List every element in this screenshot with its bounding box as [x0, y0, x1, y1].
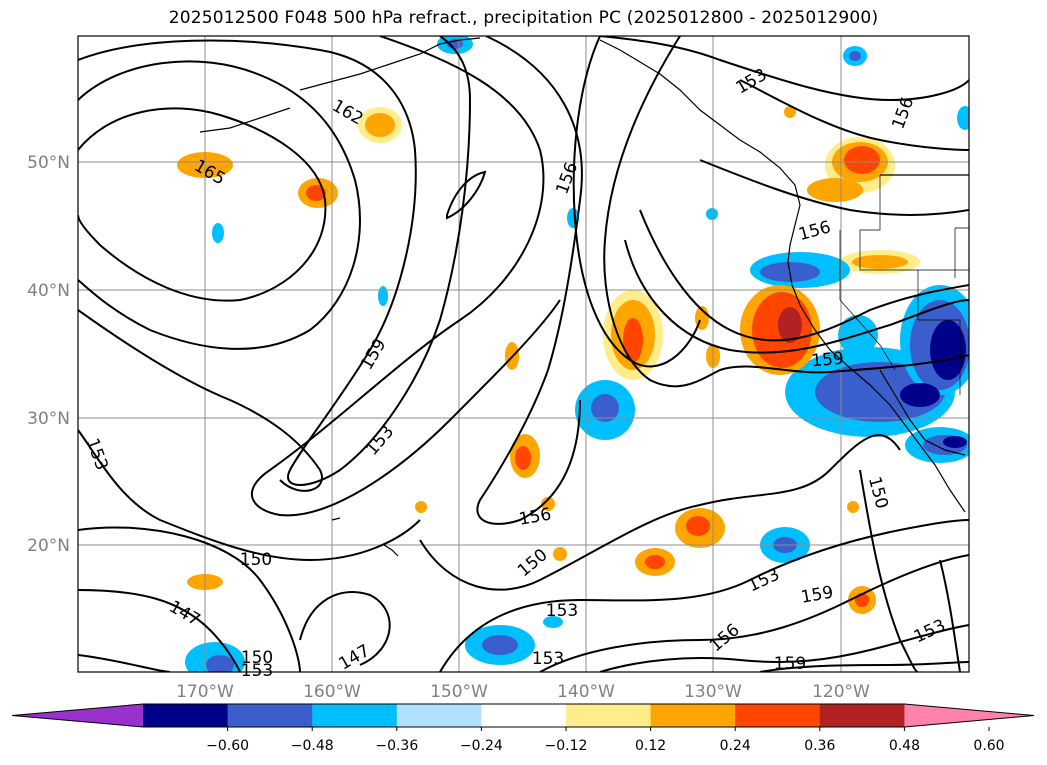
precip-blob-strong	[740, 285, 820, 375]
colorbar-segment	[396, 704, 482, 727]
colorbar-tick-label: −0.48	[291, 738, 334, 754]
lon-tick-label: 130°W	[684, 682, 742, 702]
contour-label: 159	[357, 335, 391, 373]
state-borders	[839, 175, 969, 395]
contour-label: 150	[240, 550, 272, 570]
precip-fill-layer	[177, 36, 969, 672]
colorbar-tick-label: −0.24	[460, 738, 503, 754]
colorbar-tick-label: −0.12	[545, 738, 588, 754]
lon-tick-label: 120°W	[812, 682, 870, 702]
contour-label: 147	[335, 641, 373, 675]
contour-label: 156	[517, 504, 552, 529]
colorbar-tick-labels: −0.60 −0.48 −0.36 −0.24 −0.12 0.12 0.24 0.36 0.4…	[206, 727, 1005, 754]
contour-label: 156	[552, 160, 582, 197]
contour-label: 147	[165, 597, 203, 631]
latitude-labels: 50°N 40°N 30°N 20°N	[27, 153, 70, 556]
lon-tick-label: 170°W	[176, 682, 234, 702]
colorbar-segment	[227, 704, 313, 727]
contour-label: 156	[706, 620, 744, 656]
contour-label: 150	[241, 648, 273, 668]
colorbar-tick-label: −0.60	[206, 738, 249, 754]
lat-tick-label: 30°N	[27, 409, 70, 429]
colorbar-outline	[11, 703, 1035, 728]
lon-tick-label: 140°W	[557, 682, 615, 702]
gridlines	[78, 36, 969, 672]
contour-label: 153	[911, 616, 949, 648]
coastlines	[199, 37, 969, 557]
colorbar-segment	[481, 704, 567, 727]
lon-tick-label: 150°W	[430, 682, 488, 702]
colorbar-tick-label: 0.48	[889, 738, 920, 754]
colorbar	[11, 703, 1035, 728]
lon-tick-label: 160°W	[303, 682, 361, 702]
colorbar-tick-label: 0.24	[720, 738, 751, 754]
colorbar-segment	[735, 704, 821, 727]
contour-label: 150	[514, 545, 552, 581]
lat-tick-label: 50°N	[27, 153, 70, 173]
contour-label: 153	[362, 422, 398, 460]
contour-label: 153	[745, 565, 783, 597]
contour-label: 153	[241, 661, 273, 681]
lat-tick-label: 20°N	[27, 536, 70, 556]
colorbar-segment	[143, 704, 229, 727]
contour-label-layer: 162 165 156 153 156 153 156 159 153 159 …	[82, 65, 949, 681]
contour-label: 150	[864, 474, 892, 511]
contour-label: 159	[799, 582, 834, 607]
colorbar-segment	[566, 704, 652, 727]
plot-frame	[77, 35, 970, 673]
colorbar-extend-max	[904, 704, 1034, 727]
colorbar-segment	[819, 704, 905, 727]
colorbar-extend-min	[12, 704, 143, 727]
contour-label: 153	[532, 649, 564, 669]
colorbar-segment	[312, 704, 398, 727]
colorbar-tick-label: 0.36	[804, 738, 835, 754]
colorbar-tick-label: 0.12	[635, 738, 666, 754]
contour-label: 159	[811, 349, 845, 372]
contour-label: 156	[796, 217, 833, 245]
colorbar-segment	[650, 704, 736, 727]
precip-blob-negative	[185, 36, 969, 672]
contour-label: 153	[546, 601, 578, 621]
longitude-labels: 170°W 160°W 150°W 140°W 130°W 120°W	[176, 682, 870, 702]
contour-label: 153	[82, 436, 112, 473]
colorbar-tick-label: 0.60	[973, 738, 1004, 754]
lat-tick-label: 40°N	[27, 281, 70, 301]
contour-lines	[78, 36, 969, 672]
colorbar-tick-label: −0.36	[375, 738, 418, 754]
contour-label: 159	[774, 654, 806, 674]
chart-title: 2025012500 F048 500 hPa refract., precip…	[168, 8, 879, 28]
